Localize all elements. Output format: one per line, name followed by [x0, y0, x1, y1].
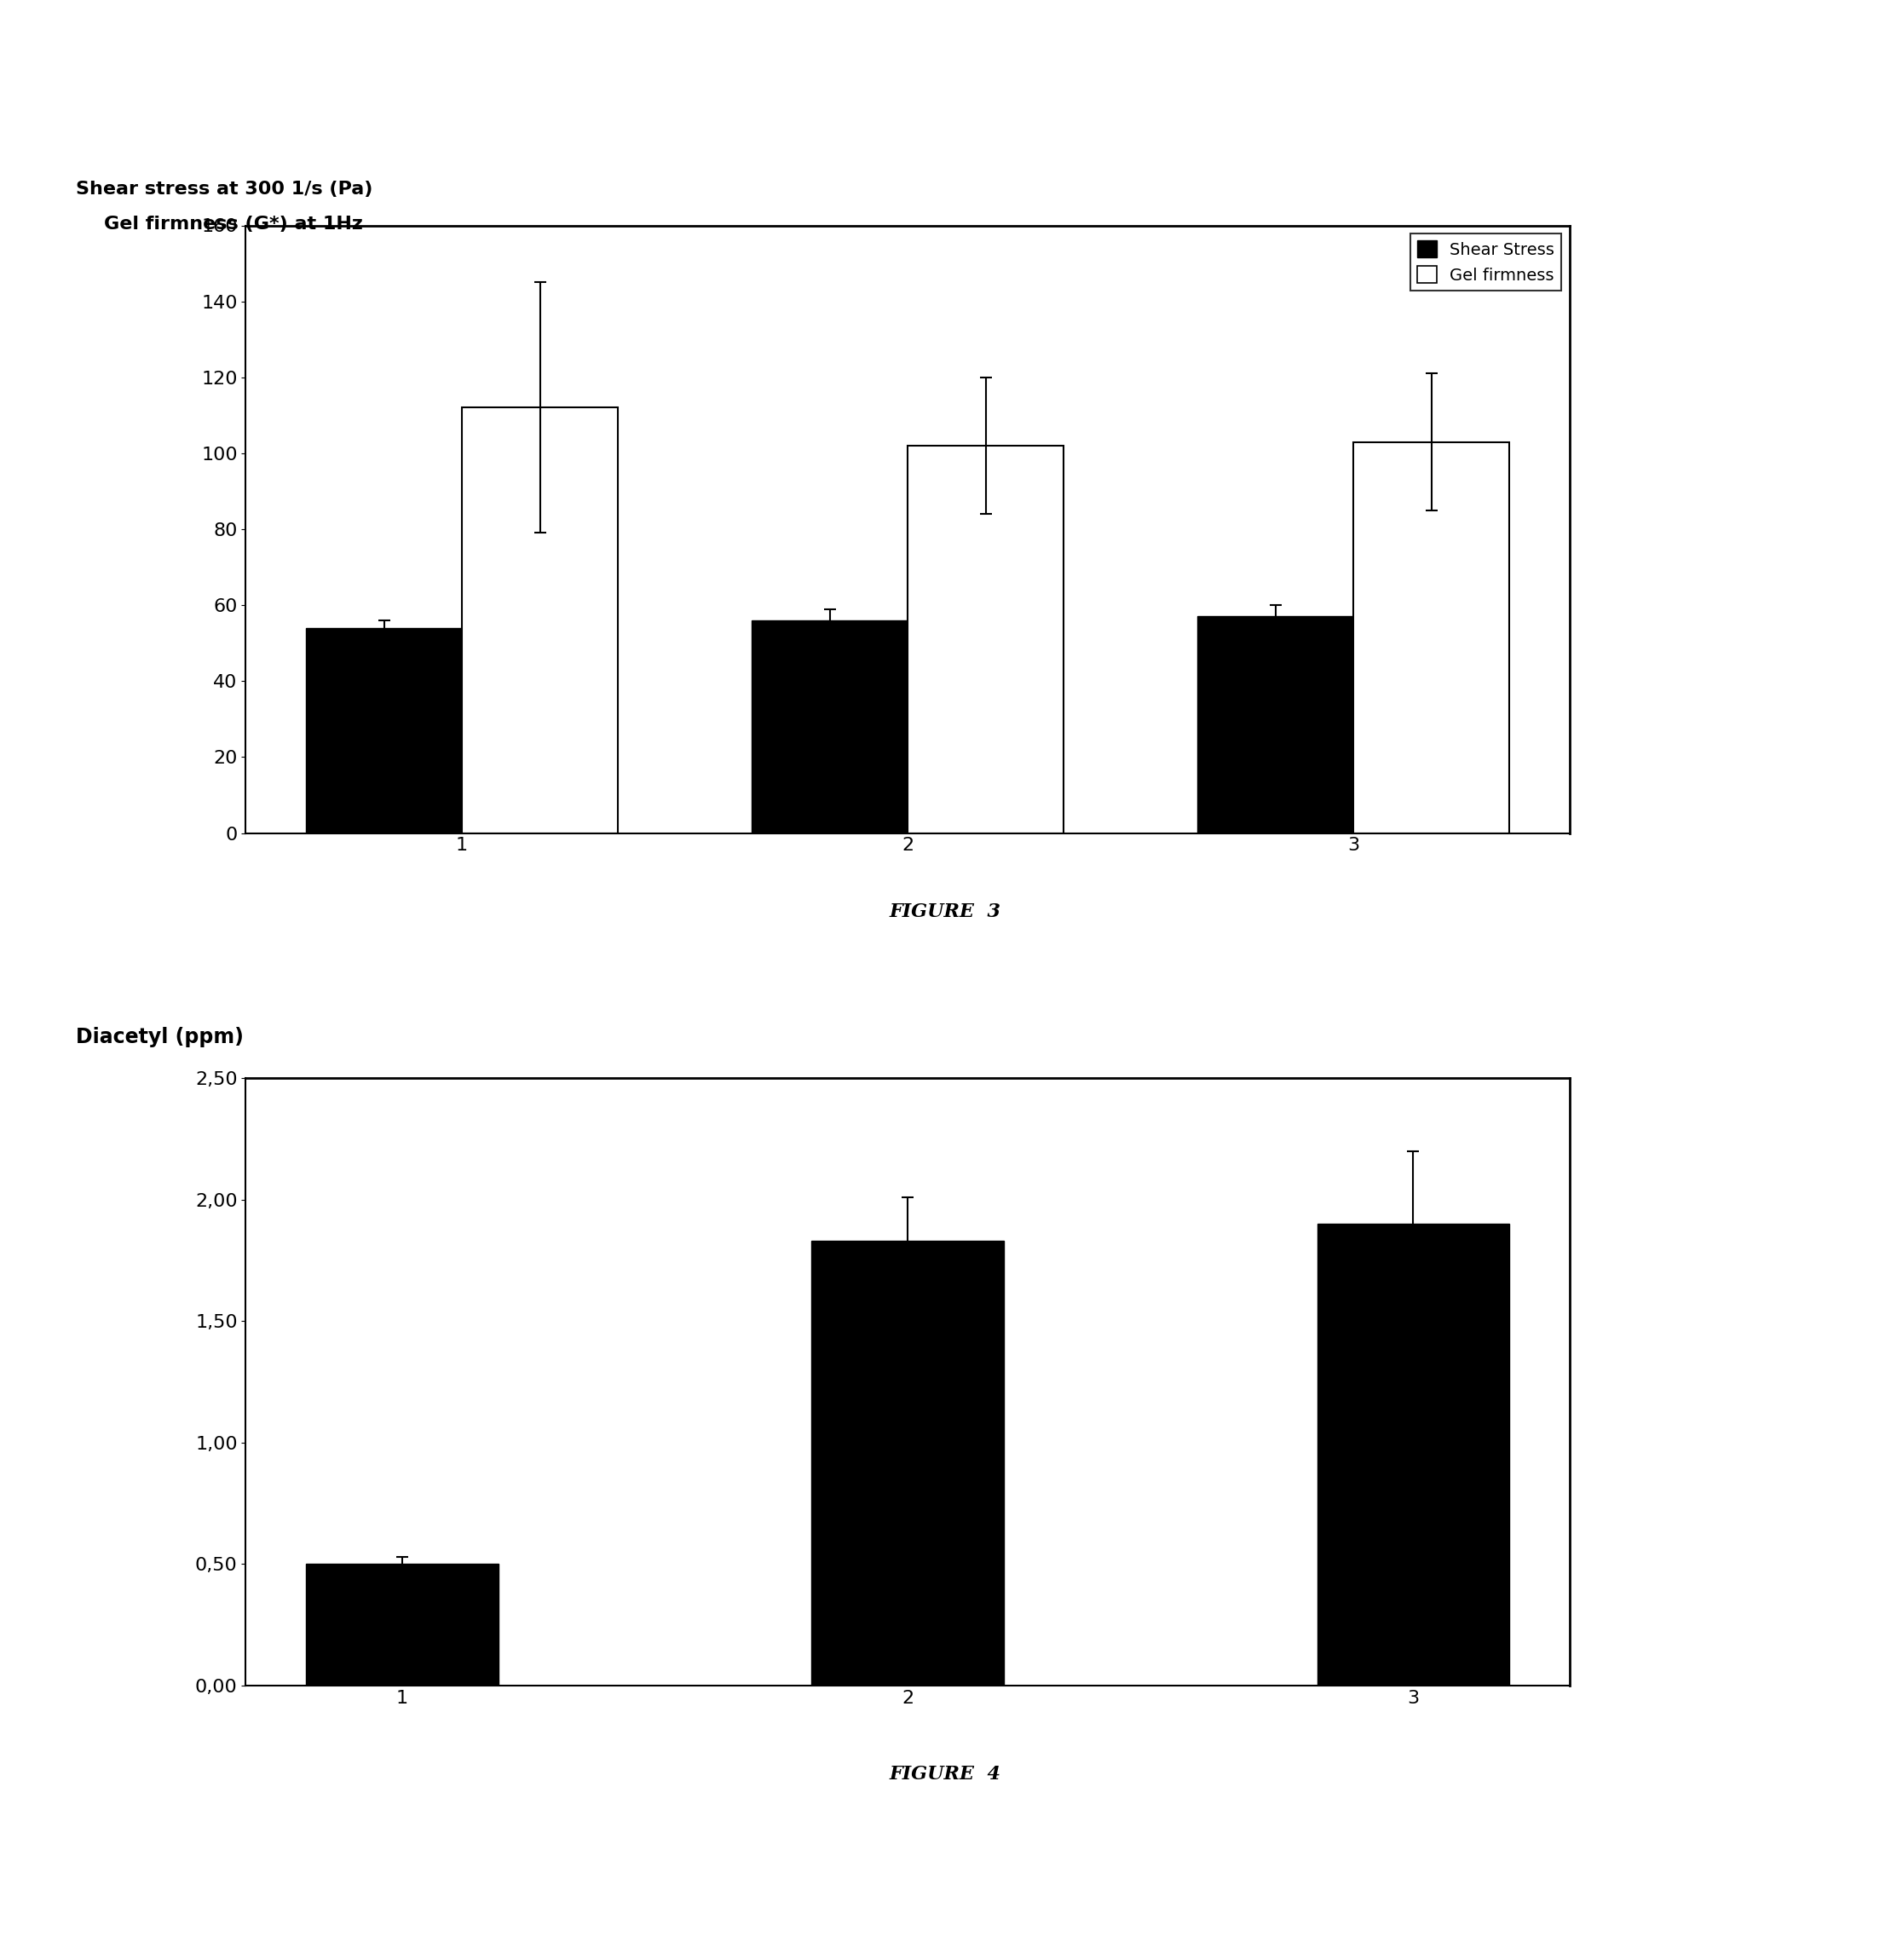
- Text: Gel firmness (G*) at 1Hz: Gel firmness (G*) at 1Hz: [104, 216, 363, 233]
- Bar: [1197, 617, 1354, 833]
- Bar: [1354, 441, 1509, 833]
- Bar: [1318, 1223, 1509, 1686]
- Bar: [753, 619, 908, 833]
- Bar: [306, 627, 461, 833]
- Bar: [461, 408, 618, 833]
- Text: Shear stress at 300 1/s (Pa): Shear stress at 300 1/s (Pa): [76, 180, 373, 198]
- Text: Diacetyl (ppm): Diacetyl (ppm): [76, 1027, 244, 1047]
- Bar: [811, 1241, 1004, 1686]
- Bar: [908, 445, 1063, 833]
- Text: FIGURE  3: FIGURE 3: [889, 902, 1002, 921]
- Text: FIGURE  4: FIGURE 4: [889, 1764, 1002, 1784]
- Bar: [306, 1564, 497, 1686]
- Legend: Shear Stress, Gel firmness: Shear Stress, Gel firmness: [1411, 233, 1562, 290]
